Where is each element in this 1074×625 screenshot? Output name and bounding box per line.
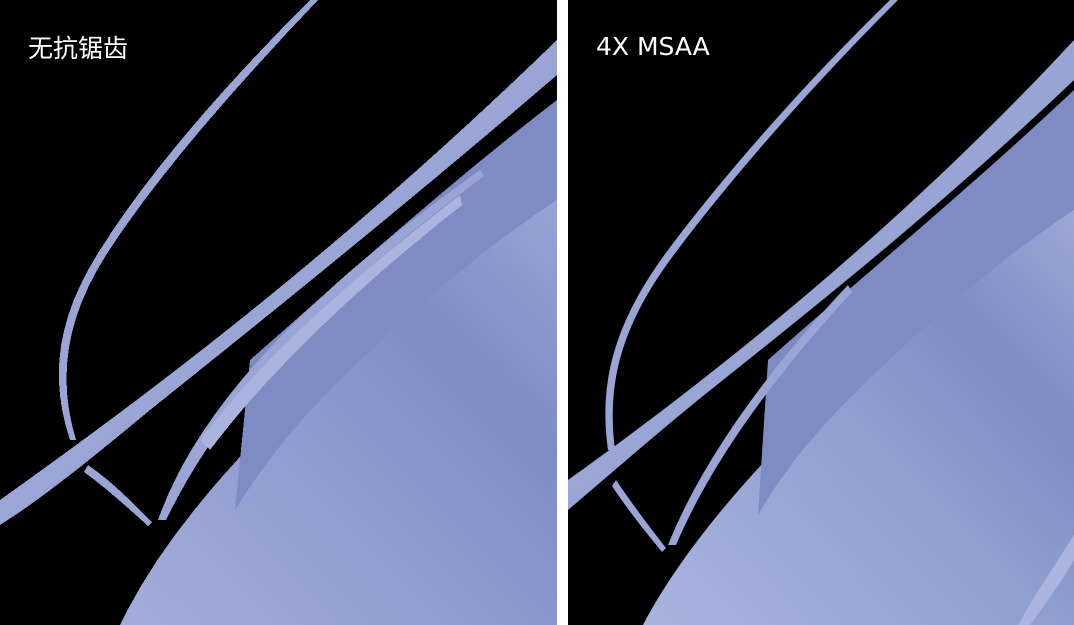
- hair-band: [0, 40, 557, 525]
- panel-no-antialiasing: 无抗锯齿: [0, 0, 557, 625]
- hair-mass-upper: [235, 100, 557, 510]
- hair-band: [568, 40, 1074, 510]
- hair-strand-tip: [612, 480, 666, 552]
- panel-label-no-antialiasing: 无抗锯齿: [28, 34, 129, 63]
- hair-mass: [643, 185, 1074, 625]
- hair-strand-tip: [84, 465, 152, 526]
- hair-strand-edge: [200, 195, 462, 450]
- render-msaa: [568, 0, 1074, 625]
- panel-label-msaa: 4X MSAA: [596, 32, 710, 61]
- panel-msaa: 4X MSAA: [568, 0, 1074, 625]
- hair-mass-upper: [758, 90, 1074, 515]
- hair-strand-inner: [668, 285, 852, 545]
- hair-strand-corner: [1018, 535, 1074, 625]
- hair-mass: [120, 190, 557, 625]
- panel-divider: [557, 0, 568, 625]
- render-no-antialiasing: [0, 0, 557, 625]
